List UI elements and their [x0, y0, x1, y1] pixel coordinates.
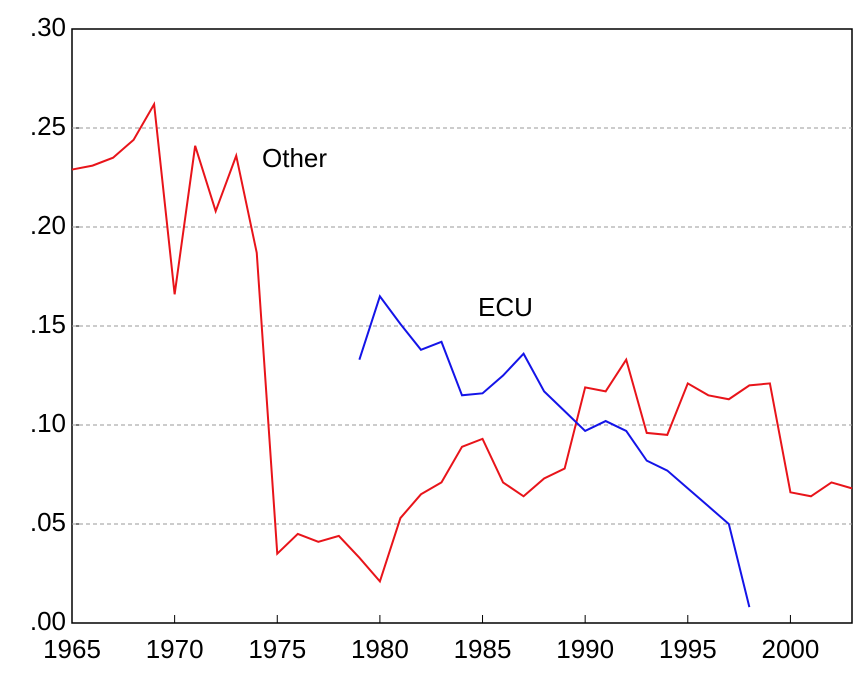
x-tick-label: 2000	[761, 634, 819, 664]
series-label: Other	[262, 143, 327, 173]
y-tick-label: .30	[30, 12, 66, 42]
series-label: ECU	[478, 292, 533, 322]
y-tick-label: .00	[30, 606, 66, 636]
y-tick-label: .25	[30, 111, 66, 141]
y-tick-label: .10	[30, 408, 66, 438]
x-tick-label: 1970	[146, 634, 204, 664]
y-tick-label: .05	[30, 507, 66, 537]
x-tick-label: 1995	[659, 634, 717, 664]
plot-frame	[71, 28, 853, 624]
series-line	[358, 294, 751, 608]
y-tick-label: .15	[30, 309, 66, 339]
x-tick-label: 1985	[454, 634, 512, 664]
series-line	[71, 101, 853, 584]
y-tick-label: .20	[30, 210, 66, 240]
x-tick-label: 1965	[43, 634, 101, 664]
x-tick-label: 1980	[351, 634, 409, 664]
x-tick-label: 1990	[556, 634, 614, 664]
x-tick-label: 1975	[248, 634, 306, 664]
